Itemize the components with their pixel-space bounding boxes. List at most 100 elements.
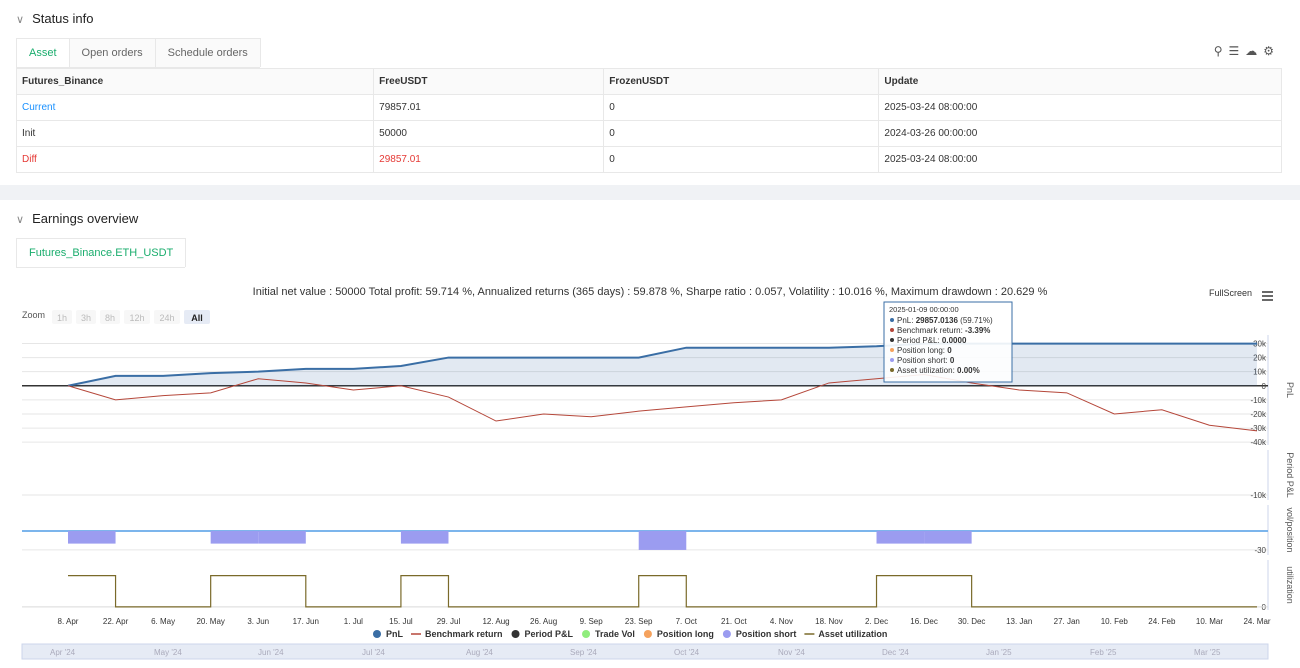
x-tick-label: 12. Aug — [482, 617, 509, 626]
header-cell: Update — [878, 68, 1282, 95]
legend-symbol[interactable] — [511, 630, 520, 638]
tooltip-value: 0.00% — [957, 366, 980, 375]
x-tick-label: 20. May — [196, 617, 224, 626]
y-tick-label: 30k — [1253, 339, 1267, 348]
tooltip: 2025-01-09 00:00:00 PnL: 29857.0136 (59.7… — [883, 301, 1013, 383]
status-title[interactable]: ∨ Status info — [16, 11, 94, 26]
legend-label[interactable]: Position short — [736, 629, 797, 639]
axis-label: utilization — [1285, 566, 1295, 604]
axis-label: vol/position — [1285, 507, 1295, 552]
y-tick-label: -30k — [1250, 424, 1267, 433]
zoom-button-label[interactable]: All — [191, 313, 203, 323]
x-tick-label: 8. Apr — [58, 617, 79, 626]
zoom-button[interactable] — [100, 310, 120, 324]
toolbar-icons[interactable]: ⚲☰☁⚙ — [1213, 44, 1280, 58]
tab[interactable]: Open orders — [68, 38, 156, 67]
asset-table: Futures_Binance FreeUSDT FrozenUSDT Update C… — [15, 68, 1282, 173]
zoom-button[interactable] — [52, 310, 72, 324]
header-cell: FreeUSDT — [373, 68, 605, 95]
tooltip-title: 2025-01-09 00:00:00 — [889, 305, 959, 314]
tooltip-label: Benchmark return: — [897, 326, 965, 335]
status-panel: ∨ Status info Asset Open orders Schedule or… — [0, 0, 1300, 185]
title-text: Status info — [32, 11, 94, 26]
series-line — [67, 342, 1257, 387]
position-bar — [400, 530, 449, 544]
y-tick-label: -10k — [1250, 396, 1267, 405]
navigator-label: Jan '25 — [986, 648, 1012, 657]
earnings-panel: ∨ Earnings overview Futures_Binance.ETH_U… — [0, 200, 1300, 668]
y-tick-label: -10k — [1250, 491, 1267, 500]
cell: 79857.01 — [373, 94, 605, 121]
tooltip-line: Position long: 0 — [897, 346, 952, 355]
tooltip-note: (59.71%) — [958, 316, 993, 325]
tooltip-line: Position short: 0 — [897, 356, 955, 365]
legend-symbol[interactable] — [373, 630, 381, 638]
tooltip-line: Benchmark return: -3.39% — [897, 326, 990, 335]
menu-icon[interactable] — [1262, 291, 1273, 301]
header-cell: FrozenUSDT — [603, 68, 880, 95]
zoom-button-label[interactable]: 24h — [159, 313, 174, 323]
x-tick-label: 9. Sep — [580, 617, 604, 626]
tooltip-value: 0 — [950, 356, 955, 365]
cell: Diff — [15, 146, 375, 173]
tooltip-bullet — [890, 318, 894, 322]
legend-label[interactable]: PnL — [386, 629, 404, 639]
tooltip-line: PnL: 29857.0136 (59.71%) — [897, 316, 993, 325]
legend-symbol[interactable] — [643, 630, 652, 638]
zoom-button-label[interactable]: 8h — [105, 313, 115, 323]
x-tick-label: 4. Nov — [770, 617, 793, 626]
navigator-label: Oct '24 — [674, 648, 700, 657]
x-tick-label: 1. Jul — [344, 617, 363, 626]
tooltip-label: Asset utilization: — [897, 366, 957, 375]
position-bar — [210, 530, 259, 544]
zoom-button[interactable] — [184, 310, 210, 324]
x-tick-label: 16. Dec — [910, 617, 938, 626]
legend-label[interactable]: Trade Vol — [595, 629, 635, 639]
tooltip-bullet — [890, 328, 894, 332]
navigator[interactable] — [21, 643, 1269, 660]
tooltip-value: -3.39% — [965, 326, 990, 335]
zoom-button-label[interactable]: 12h — [129, 313, 144, 323]
fullscreen-button[interactable]: FullScreen — [1209, 288, 1252, 298]
navigator-label: Aug '24 — [466, 648, 493, 657]
position-bar — [68, 530, 116, 544]
tooltip-value: 0 — [947, 346, 952, 355]
tab[interactable]: Asset — [16, 38, 70, 67]
earnings-title[interactable]: ∨ Earnings overview — [16, 211, 139, 226]
legend-label[interactable]: Position long — [657, 629, 714, 639]
tabs: Futures_Binance.ETH_USDT — [16, 238, 187, 268]
tooltip-bullet — [890, 338, 894, 342]
cell: 29857.01 — [373, 146, 605, 173]
legend-label[interactable]: Period P&L — [525, 629, 574, 639]
zoom-button[interactable] — [76, 310, 96, 324]
cell: 50000 — [373, 120, 605, 147]
zoom-button[interactable] — [154, 310, 180, 324]
zoom-button[interactable] — [124, 310, 150, 324]
cell: 2025-03-24 08:00:00 — [878, 94, 1282, 121]
tooltip-label: Period P&L: — [897, 336, 942, 345]
y-tick-label: 20k — [1253, 354, 1267, 363]
legend-symbol[interactable] — [722, 630, 731, 638]
zoom-button-label[interactable]: 3h — [81, 313, 91, 323]
position-bar — [924, 530, 972, 544]
tab[interactable]: Futures_Binance.ETH_USDT — [16, 238, 187, 267]
y-tick-label: -30 — [1254, 546, 1266, 555]
navigator-label: Apr '24 — [50, 648, 76, 657]
legend-label[interactable]: Asset utilization — [818, 629, 887, 639]
legend-label[interactable]: Benchmark return — [425, 629, 503, 639]
tooltip-value: 0.0000 — [942, 336, 967, 345]
tab[interactable]: Schedule orders — [154, 38, 261, 67]
cell: 0 — [603, 146, 880, 173]
tooltip-label: Position short: — [897, 356, 950, 365]
x-tick-label: 7. Oct — [676, 617, 698, 626]
zoom-button-label[interactable]: 1h — [57, 313, 67, 323]
cell: Init — [15, 120, 375, 147]
header-row: Futures_Binance FreeUSDT FrozenUSDT Update — [15, 68, 1282, 95]
x-tick-label: 10. Mar — [1196, 617, 1223, 626]
legend-symbol[interactable] — [582, 630, 591, 638]
summary: Initial net value : 50000 Total profit: … — [253, 286, 1048, 298]
axis-label: Period P&L — [1285, 452, 1295, 498]
x-tick-label: 13. Jan — [1006, 617, 1032, 626]
zoom-label: Zoom — [22, 310, 45, 320]
